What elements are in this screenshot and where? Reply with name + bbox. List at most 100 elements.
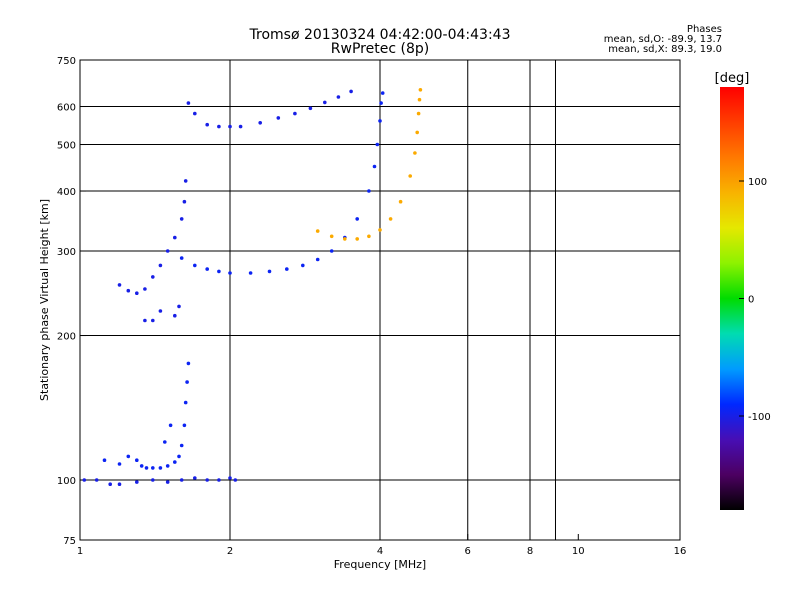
data-point: [143, 318, 147, 323]
y-tick-label: 300: [57, 247, 76, 258]
data-point: [183, 179, 188, 183]
data-point: [158, 466, 163, 470]
data-point: [238, 124, 243, 129]
data-point: [336, 95, 341, 99]
x-tick-label: 1: [77, 546, 83, 557]
data-point: [168, 423, 173, 428]
phase-stats-x: mean, sd,X: 89.3, 19.0: [608, 44, 722, 55]
data-point: [248, 271, 253, 275]
data-point: [177, 454, 181, 459]
data-point: [217, 124, 221, 129]
data-point: [151, 466, 155, 470]
data-point: [408, 174, 413, 178]
data-point: [179, 217, 184, 221]
data-point: [267, 269, 272, 274]
data-point: [151, 478, 155, 482]
data-point: [135, 291, 139, 296]
colorbar-tick-label: 100: [748, 177, 767, 188]
data-point: [217, 478, 221, 482]
data-point: [379, 101, 383, 105]
data-point: [308, 106, 313, 111]
data-point: [179, 256, 184, 260]
colorbar-tick-label: 0: [748, 295, 754, 306]
colorbar-tick-label: -100: [748, 412, 771, 423]
y-tick-label: 75: [63, 536, 76, 547]
x-tick-label: 4: [377, 546, 383, 557]
data-point: [135, 480, 139, 484]
y-tick-label: 750: [57, 56, 76, 67]
data-point: [165, 464, 170, 468]
data-point: [126, 454, 131, 459]
x-tick-label: 6: [465, 546, 471, 557]
data-point: [380, 91, 385, 95]
data-point: [82, 478, 87, 482]
data-point: [375, 142, 380, 147]
data-point: [217, 269, 221, 274]
data-point: [173, 313, 177, 318]
data-point: [183, 400, 188, 405]
data-point: [193, 111, 197, 116]
data-point: [378, 119, 382, 123]
y-tick-label: 500: [57, 141, 76, 152]
y-axis-label: Stationary phase Virtual Height [km]: [38, 199, 51, 401]
data-point: [285, 267, 289, 271]
y-tick-label: 200: [57, 332, 76, 343]
data-point: [117, 283, 122, 287]
data-point: [355, 237, 360, 241]
data-point: [417, 97, 422, 102]
y-tick-label: 600: [57, 103, 76, 114]
x-tick-label: 16: [674, 546, 687, 557]
data-point: [143, 287, 147, 291]
data-point: [233, 478, 238, 482]
data-point: [102, 458, 107, 463]
phase-stats-o: mean, sd,O: -89.9, 13.7: [603, 34, 722, 45]
data-point: [193, 476, 197, 480]
data-point: [367, 189, 371, 193]
chart-title: Tromsø 20130324 04:42:00-04:43:43: [249, 27, 511, 43]
y-tick-label: 100: [57, 476, 76, 487]
data-point: [388, 217, 393, 221]
data-point: [158, 263, 163, 268]
data-point: [413, 151, 417, 155]
data-point: [158, 309, 163, 313]
data-point: [182, 423, 187, 428]
data-point: [301, 263, 305, 268]
data-point: [179, 478, 184, 482]
data-point: [108, 482, 112, 487]
data-point: [378, 228, 382, 232]
data-point: [182, 199, 187, 204]
data-point: [293, 111, 297, 116]
data-point: [205, 267, 209, 271]
data-point: [151, 275, 155, 279]
data-point: [228, 124, 232, 129]
chart-subtitle: RwPretec (8p): [330, 41, 430, 57]
data-point: [355, 217, 360, 221]
data-point: [165, 480, 170, 484]
phase-stats-title: Phases: [686, 24, 722, 35]
data-point: [205, 478, 209, 482]
data-point: [416, 111, 421, 116]
data-point: [343, 237, 347, 241]
data-point: [415, 130, 420, 135]
data-point: [185, 380, 189, 384]
x-tick-label: 2: [227, 546, 233, 557]
data-point: [151, 318, 155, 323]
data-point: [165, 249, 170, 253]
data-point: [117, 462, 122, 466]
data-point: [144, 466, 149, 470]
data-point: [258, 121, 263, 125]
data-point: [94, 478, 99, 482]
data-point: [315, 229, 320, 233]
data-point: [163, 440, 167, 444]
data-point: [367, 234, 371, 239]
data-point: [173, 235, 177, 240]
data-point: [186, 361, 191, 366]
data-point: [135, 458, 139, 463]
data-point: [349, 89, 353, 94]
data-point: [186, 101, 191, 105]
data-point: [228, 271, 232, 275]
data-point: [179, 443, 184, 448]
colorbar-label: [deg]: [715, 71, 750, 86]
data-point: [228, 476, 232, 480]
